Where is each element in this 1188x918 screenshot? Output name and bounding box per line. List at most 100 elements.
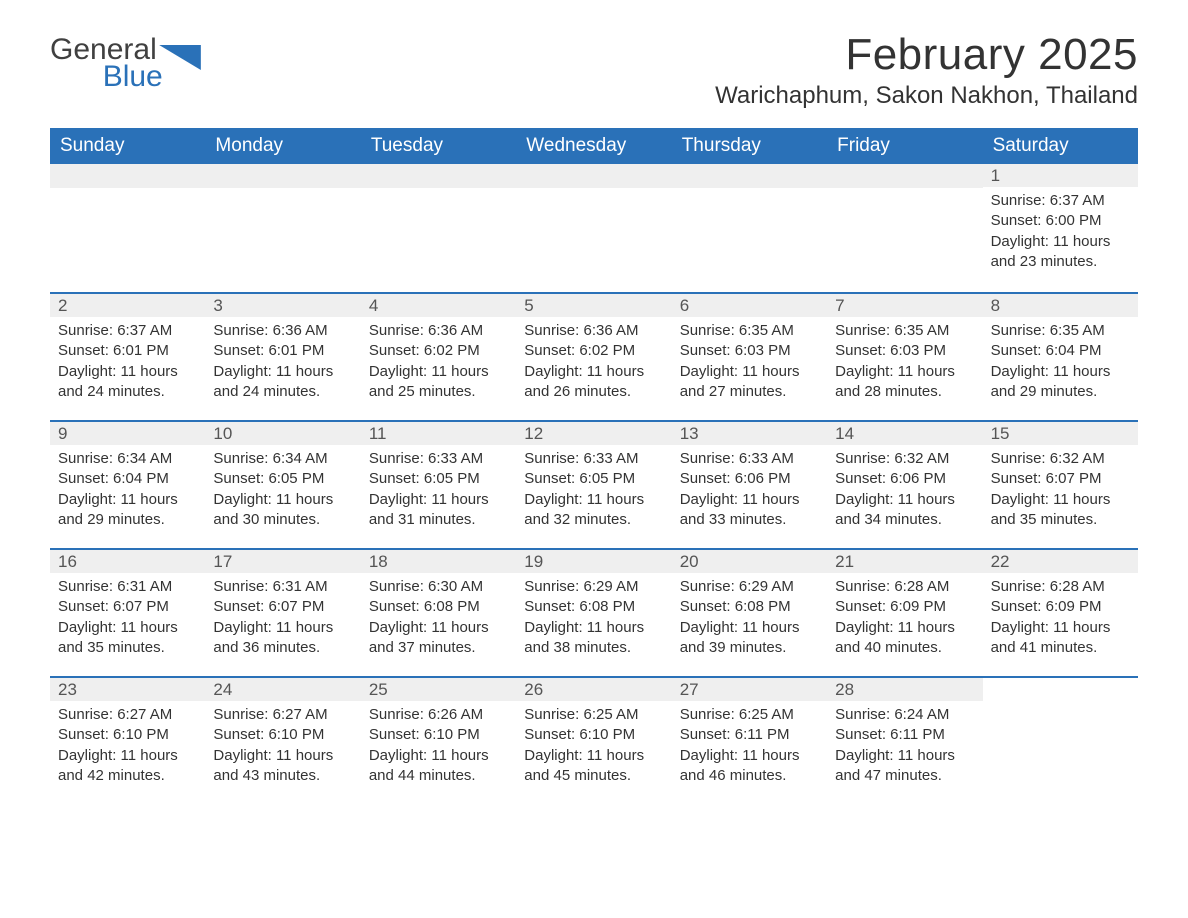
sunrise-line: Sunrise: 6:29 AM [680,577,819,597]
page-title: February 2025 [715,30,1138,80]
daylight-line: Daylight: 11 hours and 32 minutes. [524,490,663,531]
sunrise-line: Sunrise: 6:25 AM [680,705,819,725]
day-number: 14 [827,422,982,445]
empty-day [205,164,360,188]
weekday-header-row: SundayMondayTuesdayWednesdayThursdayFrid… [50,128,1138,164]
day-body: Sunrise: 6:36 AMSunset: 6:01 PMDaylight:… [205,317,360,416]
sunset-line: Sunset: 6:10 PM [524,725,663,745]
day-cell: 1Sunrise: 6:37 AMSunset: 6:00 PMDaylight… [983,164,1138,292]
sunrise-line: Sunrise: 6:35 AM [680,321,819,341]
day-number: 24 [205,678,360,701]
day-number: 13 [672,422,827,445]
day-number: 10 [205,422,360,445]
day-body: Sunrise: 6:31 AMSunset: 6:07 PMDaylight:… [205,573,360,672]
sunset-line: Sunset: 6:10 PM [369,725,508,745]
sunrise-line: Sunrise: 6:27 AM [213,705,352,725]
sunset-line: Sunset: 6:07 PM [991,469,1130,489]
day-body: Sunrise: 6:25 AMSunset: 6:11 PMDaylight:… [672,701,827,800]
day-number: 19 [516,550,671,573]
weekday-label: Tuesday [361,128,516,164]
sunrise-line: Sunrise: 6:29 AM [524,577,663,597]
day-cell: 28Sunrise: 6:24 AMSunset: 6:11 PMDayligh… [827,678,982,804]
daylight-line: Daylight: 11 hours and 46 minutes. [680,746,819,787]
day-body: Sunrise: 6:35 AMSunset: 6:03 PMDaylight:… [827,317,982,416]
day-cell: 13Sunrise: 6:33 AMSunset: 6:06 PMDayligh… [672,422,827,548]
daylight-line: Daylight: 11 hours and 24 minutes. [213,362,352,403]
day-body: Sunrise: 6:32 AMSunset: 6:06 PMDaylight:… [827,445,982,544]
day-cell: 27Sunrise: 6:25 AMSunset: 6:11 PMDayligh… [672,678,827,804]
daylight-line: Daylight: 11 hours and 44 minutes. [369,746,508,787]
day-body: Sunrise: 6:33 AMSunset: 6:05 PMDaylight:… [516,445,671,544]
sunrise-line: Sunrise: 6:25 AM [524,705,663,725]
day-cell: 19Sunrise: 6:29 AMSunset: 6:08 PMDayligh… [516,550,671,676]
day-body: Sunrise: 6:28 AMSunset: 6:09 PMDaylight:… [983,573,1138,672]
day-body: Sunrise: 6:36 AMSunset: 6:02 PMDaylight:… [361,317,516,416]
weekday-label: Saturday [983,128,1138,164]
day-number: 3 [205,294,360,317]
daylight-line: Daylight: 11 hours and 33 minutes. [680,490,819,531]
brand-word1: General [50,36,157,63]
day-cell: 8Sunrise: 6:35 AMSunset: 6:04 PMDaylight… [983,294,1138,420]
day-number: 28 [827,678,982,701]
daylight-line: Daylight: 11 hours and 38 minutes. [524,618,663,659]
day-cell [361,164,516,292]
day-number: 4 [361,294,516,317]
day-number: 22 [983,550,1138,573]
day-number: 17 [205,550,360,573]
daylight-line: Daylight: 11 hours and 36 minutes. [213,618,352,659]
sunset-line: Sunset: 6:05 PM [213,469,352,489]
week-row: 23Sunrise: 6:27 AMSunset: 6:10 PMDayligh… [50,676,1138,804]
day-cell: 7Sunrise: 6:35 AMSunset: 6:03 PMDaylight… [827,294,982,420]
daylight-line: Daylight: 11 hours and 37 minutes. [369,618,508,659]
day-body: Sunrise: 6:35 AMSunset: 6:04 PMDaylight:… [983,317,1138,416]
daylight-line: Daylight: 11 hours and 45 minutes. [524,746,663,787]
empty-day [50,164,205,188]
day-number: 9 [50,422,205,445]
day-body: Sunrise: 6:37 AMSunset: 6:00 PMDaylight:… [983,187,1138,286]
day-body: Sunrise: 6:34 AMSunset: 6:05 PMDaylight:… [205,445,360,544]
sunset-line: Sunset: 6:02 PM [369,341,508,361]
daylight-line: Daylight: 11 hours and 41 minutes. [991,618,1130,659]
day-cell: 9Sunrise: 6:34 AMSunset: 6:04 PMDaylight… [50,422,205,548]
sunrise-line: Sunrise: 6:36 AM [213,321,352,341]
sunset-line: Sunset: 6:10 PM [58,725,197,745]
sunset-line: Sunset: 6:06 PM [680,469,819,489]
day-cell: 14Sunrise: 6:32 AMSunset: 6:06 PMDayligh… [827,422,982,548]
day-cell: 20Sunrise: 6:29 AMSunset: 6:08 PMDayligh… [672,550,827,676]
sunrise-line: Sunrise: 6:32 AM [991,449,1130,469]
day-cell: 18Sunrise: 6:30 AMSunset: 6:08 PMDayligh… [361,550,516,676]
daylight-line: Daylight: 11 hours and 39 minutes. [680,618,819,659]
empty-day [827,164,982,188]
day-number: 11 [361,422,516,445]
empty-day [361,164,516,188]
sunrise-line: Sunrise: 6:37 AM [58,321,197,341]
day-number: 5 [516,294,671,317]
daylight-line: Daylight: 11 hours and 28 minutes. [835,362,974,403]
week-row: 2Sunrise: 6:37 AMSunset: 6:01 PMDaylight… [50,292,1138,420]
day-cell: 5Sunrise: 6:36 AMSunset: 6:02 PMDaylight… [516,294,671,420]
daylight-line: Daylight: 11 hours and 24 minutes. [58,362,197,403]
day-body: Sunrise: 6:33 AMSunset: 6:05 PMDaylight:… [361,445,516,544]
sunrise-line: Sunrise: 6:35 AM [991,321,1130,341]
location-subtitle: Warichaphum, Sakon Nakhon, Thailand [715,82,1138,110]
sunset-line: Sunset: 6:09 PM [991,597,1130,617]
day-cell: 17Sunrise: 6:31 AMSunset: 6:07 PMDayligh… [205,550,360,676]
calendar: SundayMondayTuesdayWednesdayThursdayFrid… [50,128,1138,804]
day-number: 27 [672,678,827,701]
day-cell: 12Sunrise: 6:33 AMSunset: 6:05 PMDayligh… [516,422,671,548]
day-body: Sunrise: 6:24 AMSunset: 6:11 PMDaylight:… [827,701,982,800]
empty-day [516,164,671,188]
day-cell: 21Sunrise: 6:28 AMSunset: 6:09 PMDayligh… [827,550,982,676]
day-number: 15 [983,422,1138,445]
day-cell [205,164,360,292]
day-body: Sunrise: 6:28 AMSunset: 6:09 PMDaylight:… [827,573,982,672]
day-body: Sunrise: 6:37 AMSunset: 6:01 PMDaylight:… [50,317,205,416]
sunset-line: Sunset: 6:08 PM [680,597,819,617]
sunset-line: Sunset: 6:01 PM [58,341,197,361]
weekday-label: Thursday [672,128,827,164]
brand-text: General Blue [50,36,157,90]
day-body: Sunrise: 6:27 AMSunset: 6:10 PMDaylight:… [205,701,360,800]
daylight-line: Daylight: 11 hours and 34 minutes. [835,490,974,531]
sunset-line: Sunset: 6:11 PM [835,725,974,745]
sunset-line: Sunset: 6:07 PM [58,597,197,617]
